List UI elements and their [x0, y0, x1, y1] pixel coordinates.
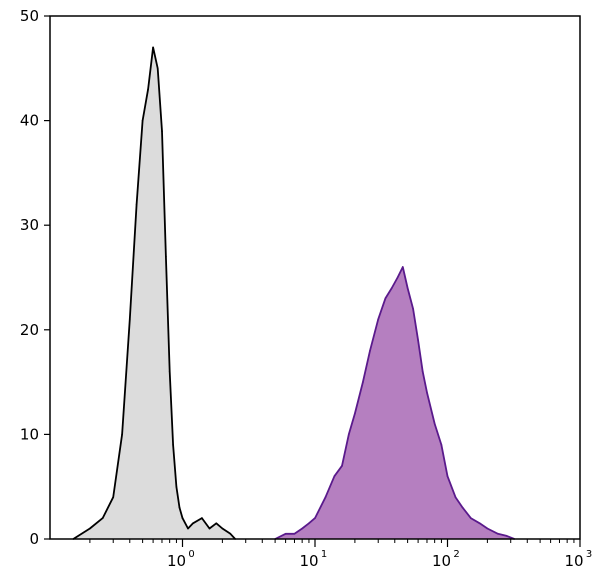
data-point [101, 517, 104, 519]
x-tick-label-exponent: 3 [586, 549, 592, 560]
data-point [417, 339, 419, 342]
x-tick-label: 10 [432, 552, 451, 570]
data-point [135, 203, 138, 206]
x-tick-label-exponent: 0 [188, 549, 194, 560]
data-point [391, 287, 393, 289]
data-point [284, 533, 287, 535]
y-tick-label: 0 [29, 530, 39, 548]
data-point [440, 444, 443, 446]
data-point [192, 522, 194, 525]
data-point [229, 533, 232, 535]
data-point [433, 423, 436, 425]
data-point [505, 535, 508, 537]
data-point [121, 433, 123, 436]
data-point [161, 130, 163, 132]
data-point [406, 287, 409, 289]
x-tick-label: 10 [564, 552, 583, 570]
data-point [384, 297, 387, 300]
data-point [470, 517, 472, 519]
y-tick-label: 50 [20, 7, 39, 25]
data-point [187, 527, 189, 530]
data-point [333, 475, 336, 478]
data-point [156, 67, 159, 70]
data-point [208, 527, 211, 530]
data-point [178, 506, 181, 509]
x-tick-label-exponent: 2 [453, 549, 459, 560]
data-point [175, 485, 178, 488]
data-point [89, 527, 91, 530]
histogram-series-2 [274, 266, 516, 540]
data-point [293, 533, 296, 535]
data-point [165, 255, 167, 258]
data-point [308, 522, 310, 525]
data-point [141, 119, 144, 122]
data-point [172, 444, 174, 446]
histogram-fill-1 [73, 47, 236, 540]
data-point [362, 381, 364, 383]
data-point [201, 517, 203, 519]
y-tick-label: 40 [20, 112, 39, 130]
data-point [369, 349, 371, 352]
data-point [215, 522, 218, 525]
data-point [497, 533, 499, 535]
data-point [181, 517, 184, 519]
histogram-fill-2 [275, 267, 515, 539]
y-tick-label: 30 [20, 216, 39, 234]
data-point [478, 522, 481, 525]
x-tick-label: 10 [299, 552, 318, 570]
x-tick-label: 10 [167, 552, 186, 570]
histogram-line-2 [274, 266, 515, 540]
x-tick-label-exponent: 1 [321, 549, 327, 560]
data-point [396, 276, 399, 279]
series-layer [72, 46, 516, 540]
data-point [426, 391, 428, 394]
data-point [421, 370, 424, 373]
data-point [168, 370, 171, 373]
data-point [461, 506, 464, 509]
data-point [446, 475, 449, 478]
data-point [221, 527, 224, 530]
data-point [112, 496, 114, 499]
data-point [412, 308, 414, 310]
data-point [341, 465, 343, 467]
data-point [454, 496, 457, 499]
data-point [486, 527, 489, 530]
data-point [354, 412, 356, 415]
histogram-series-1 [72, 46, 236, 540]
data-point [324, 496, 327, 499]
data-point [301, 527, 304, 530]
histogram-line-1 [72, 46, 236, 540]
data-point [152, 46, 154, 49]
data-point [402, 266, 404, 268]
y-tick-label: 20 [20, 321, 39, 339]
data-point [129, 318, 131, 321]
data-point [377, 318, 380, 321]
data-point [348, 433, 350, 436]
y-tick-label: 10 [20, 425, 39, 443]
data-point [314, 517, 316, 519]
data-point [147, 88, 149, 90]
